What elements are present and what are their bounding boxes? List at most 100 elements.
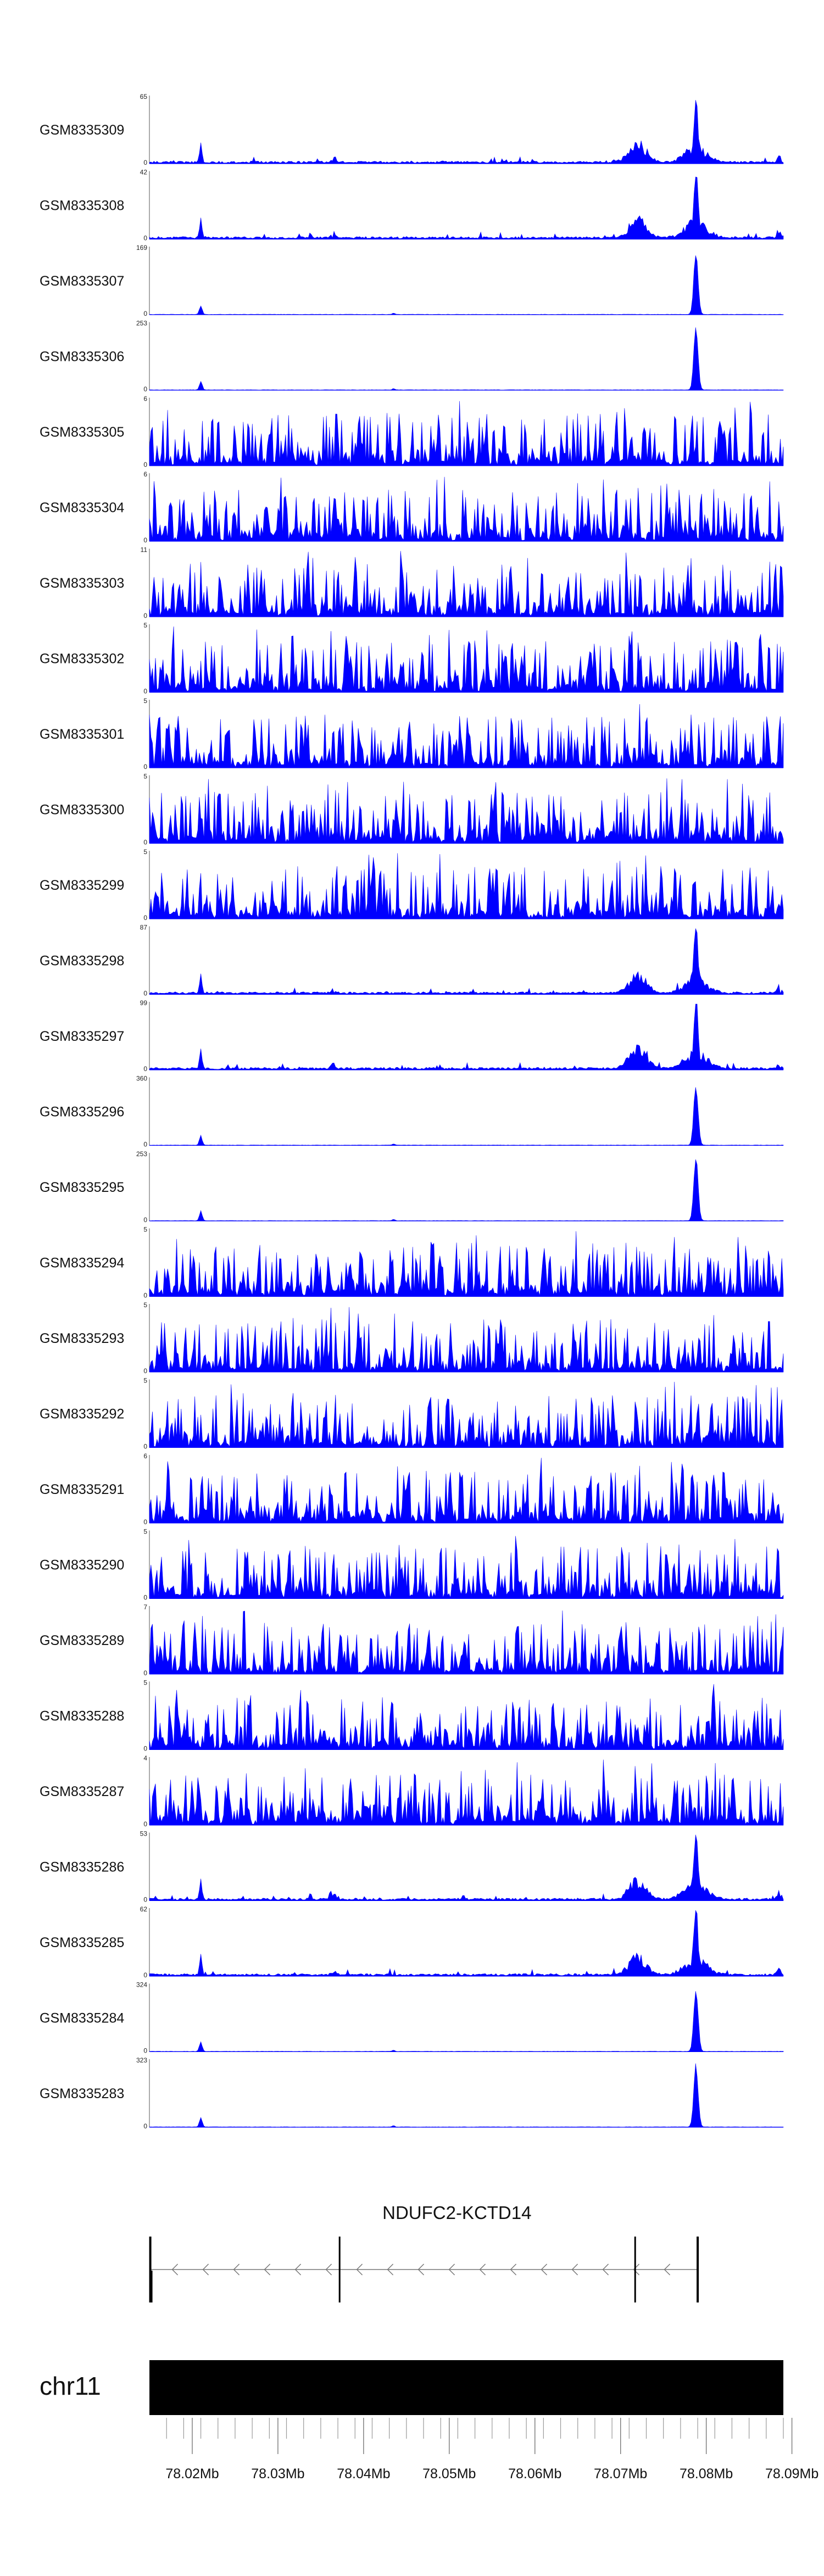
- track-ymax-label: 5: [143, 773, 147, 780]
- strand-arrow: [448, 2263, 455, 2276]
- signal-area: [149, 551, 784, 617]
- track-name-label: GSM8335300: [40, 802, 124, 818]
- track-name-label: GSM8335297: [40, 1029, 124, 1044]
- gene-exon: [149, 2271, 153, 2302]
- track-ymax-label: 5: [143, 1301, 147, 1309]
- signal-area: [149, 1307, 784, 1373]
- track-ymax-label: 360: [136, 1075, 147, 1083]
- track-name-label: GSM8335293: [40, 1331, 124, 1346]
- track-ymin-label: 0: [143, 386, 147, 393]
- track-ymin-label: 0: [143, 1896, 147, 1904]
- axis-tick-label: 78.05Mb: [422, 2466, 476, 2482]
- signal-area: [149, 1458, 784, 1524]
- track-name-label: GSM8335295: [40, 1180, 124, 1195]
- strand-arrow: [264, 2263, 271, 2276]
- track-ymin-label: 0: [143, 1216, 147, 1224]
- signal-track: GSM8335304 6 0: [40, 471, 784, 544]
- signal-area: [149, 255, 784, 315]
- track-name-label: GSM8335305: [40, 425, 124, 440]
- strand-arrow: [202, 2263, 209, 2276]
- track-name-label: GSM8335284: [40, 2011, 124, 2026]
- track-ymin-label: 0: [143, 1141, 147, 1148]
- track-name-label: GSM8335306: [40, 349, 124, 365]
- track-name-label: GSM8335288: [40, 1709, 124, 1724]
- track-ymin-label: 0: [143, 1669, 147, 1677]
- signal-area: [149, 1910, 784, 1977]
- strand-arrow: [571, 2263, 578, 2276]
- track-ymin-label: 0: [143, 1443, 147, 1451]
- signal-track: GSM8335283 323 0: [40, 2056, 784, 2130]
- axis-tick-label: 78.06Mb: [508, 2466, 561, 2482]
- signal-area: [149, 1835, 784, 1901]
- track-ymin-label: 0: [143, 763, 147, 771]
- track-ymax-label: 253: [136, 320, 147, 327]
- strand-arrow: [633, 2263, 640, 2276]
- track-ymax-label: 87: [140, 924, 148, 932]
- signal-area: [149, 477, 784, 542]
- signal-track: GSM8335300 5 0: [40, 773, 784, 846]
- track-ymax-label: 7: [143, 1603, 147, 1611]
- chromosome-band: [149, 2360, 783, 2415]
- signal-area: [149, 626, 784, 693]
- track-ymin-label: 0: [143, 235, 147, 242]
- track-ymin-label: 0: [143, 1292, 147, 1300]
- signal-track: GSM8335289 7 0: [40, 1603, 784, 1677]
- axis-tick-label: 78.04Mb: [337, 2466, 390, 2482]
- track-name-label: GSM8335289: [40, 1633, 124, 1648]
- signal-track: GSM8335293 5 0: [40, 1301, 784, 1375]
- signal-area: [149, 327, 784, 391]
- signal-track: GSM8335294 5 0: [40, 1226, 784, 1300]
- track-ymin-label: 0: [143, 1518, 147, 1526]
- axis-tick-label: 78.07Mb: [594, 2466, 647, 2482]
- strand-arrow: [602, 2263, 609, 2276]
- track-ymax-label: 5: [143, 1377, 147, 1385]
- gene-annotation-track: NDUFC2-KCTD14: [149, 2203, 699, 2302]
- track-ymax-label: 42: [140, 169, 148, 176]
- track-name-label: GSM8335290: [40, 1558, 124, 1573]
- signal-area: [149, 778, 784, 844]
- gene-exon: [697, 2237, 699, 2302]
- track-ymin-label: 0: [143, 914, 147, 922]
- signal-area: [149, 1684, 784, 1750]
- track-ymin-label: 0: [143, 310, 147, 317]
- signal-track: GSM8335302 5 0: [40, 622, 784, 695]
- track-ymax-label: 65: [140, 93, 148, 101]
- track-ymin-label: 0: [143, 1820, 147, 1828]
- track-ymax-label: 5: [143, 848, 147, 856]
- track-ymax-label: 5: [143, 697, 147, 705]
- strand-arrow: [294, 2263, 302, 2276]
- strand-arrow: [417, 2263, 425, 2276]
- signal-area: [149, 853, 784, 919]
- track-name-label: GSM8335298: [40, 954, 124, 969]
- track-ymin-label: 0: [143, 1065, 147, 1073]
- signal-track: GSM8335297 99 0: [40, 999, 784, 1073]
- strand-arrow: [510, 2263, 517, 2276]
- signal-area: [149, 1003, 784, 1070]
- track-ymax-label: 324: [136, 1981, 147, 1989]
- track-ymin-label: 0: [143, 839, 147, 846]
- signal-tracks: GSM8335309650GSM8335308420GSM83353071690…: [40, 93, 784, 2130]
- signal-track: GSM8335305 6 0: [40, 395, 784, 469]
- track-name-label: GSM8335307: [40, 274, 124, 289]
- strand-arrow: [664, 2263, 671, 2276]
- signal-track: GSM8335288 5 0: [40, 1679, 784, 1753]
- track-ymax-label: 5: [143, 1528, 147, 1536]
- chromosome-track: chr11: [40, 2360, 783, 2415]
- track-ymax-label: 5: [143, 1679, 147, 1687]
- signal-area: [149, 1087, 784, 1146]
- axis-tick-label: 78.08Mb: [680, 2466, 733, 2482]
- track-ymax-label: 323: [136, 2056, 147, 2064]
- strand-arrow: [356, 2263, 363, 2276]
- track-ymax-label: 11: [141, 546, 148, 554]
- track-ymin-label: 0: [143, 1745, 147, 1753]
- strand-arrow: [233, 2263, 240, 2276]
- signal-area: [149, 928, 784, 995]
- track-ymax-label: 5: [143, 1226, 147, 1234]
- signal-track: GSM8335285 62 0: [40, 1905, 784, 1979]
- strand-arrow: [541, 2263, 548, 2276]
- signal-track: GSM8335303 11 0: [40, 546, 784, 620]
- track-ymin-label: 0: [143, 1367, 147, 1375]
- track-name-label: GSM8335309: [40, 122, 124, 138]
- gene-exon: [149, 2237, 152, 2302]
